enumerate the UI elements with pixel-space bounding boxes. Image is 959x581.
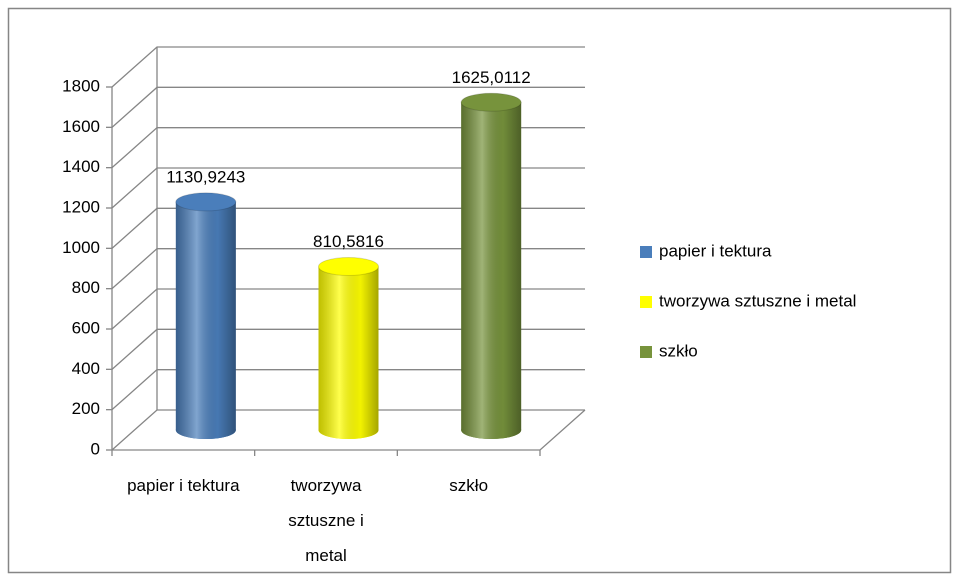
- grid-line: [111, 328, 585, 370]
- cylinder-top: [318, 257, 379, 277]
- bar-shade: [461, 102, 522, 439]
- bar-shade: [175, 201, 236, 439]
- cylinder: [460, 92, 522, 439]
- grid-line: [111, 86, 585, 128]
- legend-swatch: [640, 346, 652, 358]
- y-tick-label: 1800: [62, 76, 100, 95]
- cylinder: [175, 192, 237, 439]
- grid-line: [111, 127, 585, 169]
- grid-line: [111, 288, 585, 330]
- legend-label: szkło: [659, 341, 698, 360]
- y-tick-label: 600: [72, 318, 100, 337]
- y-tick-label: 1200: [62, 197, 100, 216]
- cylinder-top: [460, 92, 522, 112]
- y-tick-label: 200: [72, 399, 100, 418]
- grid-line: [111, 207, 585, 249]
- y-tick-label: 1400: [62, 157, 100, 176]
- y-tick-label: 0: [91, 439, 100, 458]
- grid-line: [111, 167, 585, 209]
- bar-shade: [318, 266, 379, 439]
- y-tick-label: 800: [72, 278, 100, 297]
- x-tick-label: papier i tektura: [127, 476, 240, 495]
- data-label: 1130,9243: [166, 167, 245, 186]
- y-tick-label: 400: [72, 359, 100, 378]
- legend-label: papier i tektura: [659, 241, 772, 260]
- grid-line: [111, 369, 585, 411]
- legend-label: tworzywa sztuszne i metal: [659, 291, 856, 310]
- x-tick-label: tworzywa sztuszne i metal: [288, 476, 364, 565]
- y-tick-label: 1600: [62, 117, 100, 136]
- cylinder: [318, 257, 379, 439]
- legend-swatch: [640, 246, 652, 258]
- x-tick-label: szkło: [449, 476, 488, 495]
- y-tick-label: 1000: [62, 238, 100, 257]
- data-label: 810,5816: [313, 232, 384, 251]
- grid-line: [111, 46, 585, 88]
- grid-line: [111, 409, 585, 451]
- cylinder-top: [175, 192, 237, 212]
- legend-swatch: [640, 296, 652, 308]
- data-label: 1625,0112: [452, 68, 531, 87]
- grid-line: [111, 248, 585, 290]
